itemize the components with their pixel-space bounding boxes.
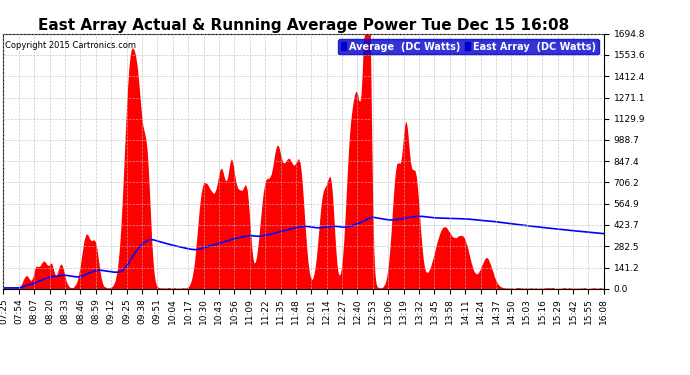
Legend: Average  (DC Watts), East Array  (DC Watts): Average (DC Watts), East Array (DC Watts… bbox=[338, 39, 599, 54]
Title: East Array Actual & Running Average Power Tue Dec 15 16:08: East Array Actual & Running Average Powe… bbox=[38, 18, 569, 33]
Text: Copyright 2015 Cartronics.com: Copyright 2015 Cartronics.com bbox=[5, 41, 136, 50]
